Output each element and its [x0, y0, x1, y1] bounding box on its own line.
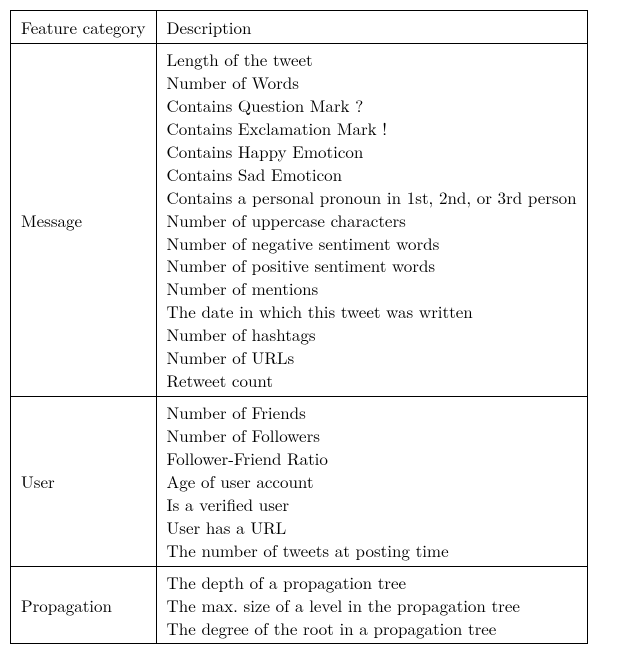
table-row: UserNumber of FriendsNumber of Followers… [11, 397, 588, 567]
description-line: Contains a personal pronoun in 1st, 2nd,… [167, 186, 577, 209]
description-line: Length of the tweet [167, 48, 577, 71]
description-line: Number of mentions [167, 277, 577, 300]
description-line: User has a URL [167, 516, 577, 539]
category-cell: User [11, 397, 157, 567]
description-line: The depth of a propagation tree [167, 571, 577, 594]
category-cell: Propagation [11, 566, 157, 644]
description-line: Contains Happy Emoticon [167, 140, 577, 163]
header-feature-category: Feature category [11, 11, 157, 44]
table-body: MessageLength of the tweetNumber of Word… [11, 44, 588, 644]
header-description: Description [156, 11, 587, 44]
description-line: Number of Followers [167, 424, 577, 447]
table-row: MessageLength of the tweetNumber of Word… [11, 44, 588, 397]
description-line: The date in which this tweet was written [167, 300, 577, 323]
description-line: Age of user account [167, 470, 577, 493]
table-row: PropagationThe depth of a propagation tr… [11, 566, 588, 644]
description-cell: The depth of a propagation treeThe max. … [156, 566, 587, 644]
description-line: The number of tweets at posting time [167, 539, 577, 562]
description-line: Number of Words [167, 71, 577, 94]
description-line: Retweet count [167, 369, 577, 392]
description-cell: Number of FriendsNumber of FollowersFoll… [156, 397, 587, 567]
description-line: Contains Exclamation Mark ! [167, 117, 577, 140]
features-table: Feature category Description MessageLeng… [10, 10, 588, 644]
header-row: Feature category Description [11, 11, 588, 44]
description-line: Number of hashtags [167, 323, 577, 346]
description-line: Number of Friends [167, 401, 577, 424]
description-line: Contains Sad Emoticon [167, 163, 577, 186]
description-line: Number of URLs [167, 346, 577, 369]
description-line: The degree of the root in a propagation … [167, 617, 577, 640]
description-line: The max. size of a level in the propagat… [167, 594, 577, 617]
description-line: Number of negative sentiment words [167, 232, 577, 255]
description-line: Number of positive sentiment words [167, 254, 577, 277]
description-line: Is a verified user [167, 493, 577, 516]
description-line: Number of uppercase characters [167, 209, 577, 232]
description-line: Contains Question Mark ? [167, 94, 577, 117]
description-cell: Length of the tweetNumber of WordsContai… [156, 44, 587, 397]
description-line: Follower-Friend Ratio [167, 447, 577, 470]
category-cell: Message [11, 44, 157, 397]
